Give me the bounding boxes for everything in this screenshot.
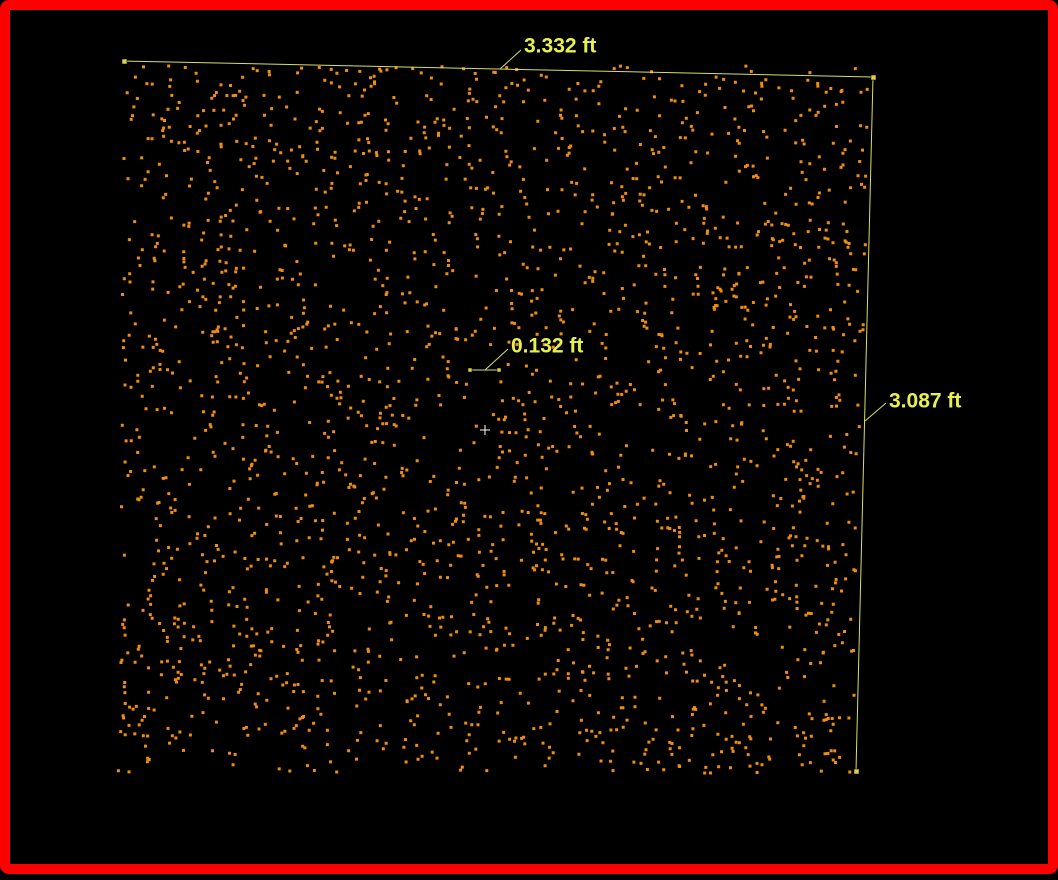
handle[interactable] xyxy=(122,59,127,64)
handle[interactable] xyxy=(854,769,859,774)
page: 3.332 ft 0.132 ft 3.087 ft (() => { cons… xyxy=(0,0,1058,880)
viewport: 3.332 ft 0.132 ft 3.087 ft xyxy=(0,0,1058,880)
measure-label: 3.332 ft xyxy=(524,35,596,58)
handle[interactable] xyxy=(497,368,501,372)
measure-label: 3.087 ft xyxy=(889,390,961,413)
measure-label: 0.132 ft xyxy=(511,335,583,358)
handle[interactable] xyxy=(468,368,472,372)
background xyxy=(0,0,1058,880)
handle[interactable] xyxy=(871,75,876,80)
